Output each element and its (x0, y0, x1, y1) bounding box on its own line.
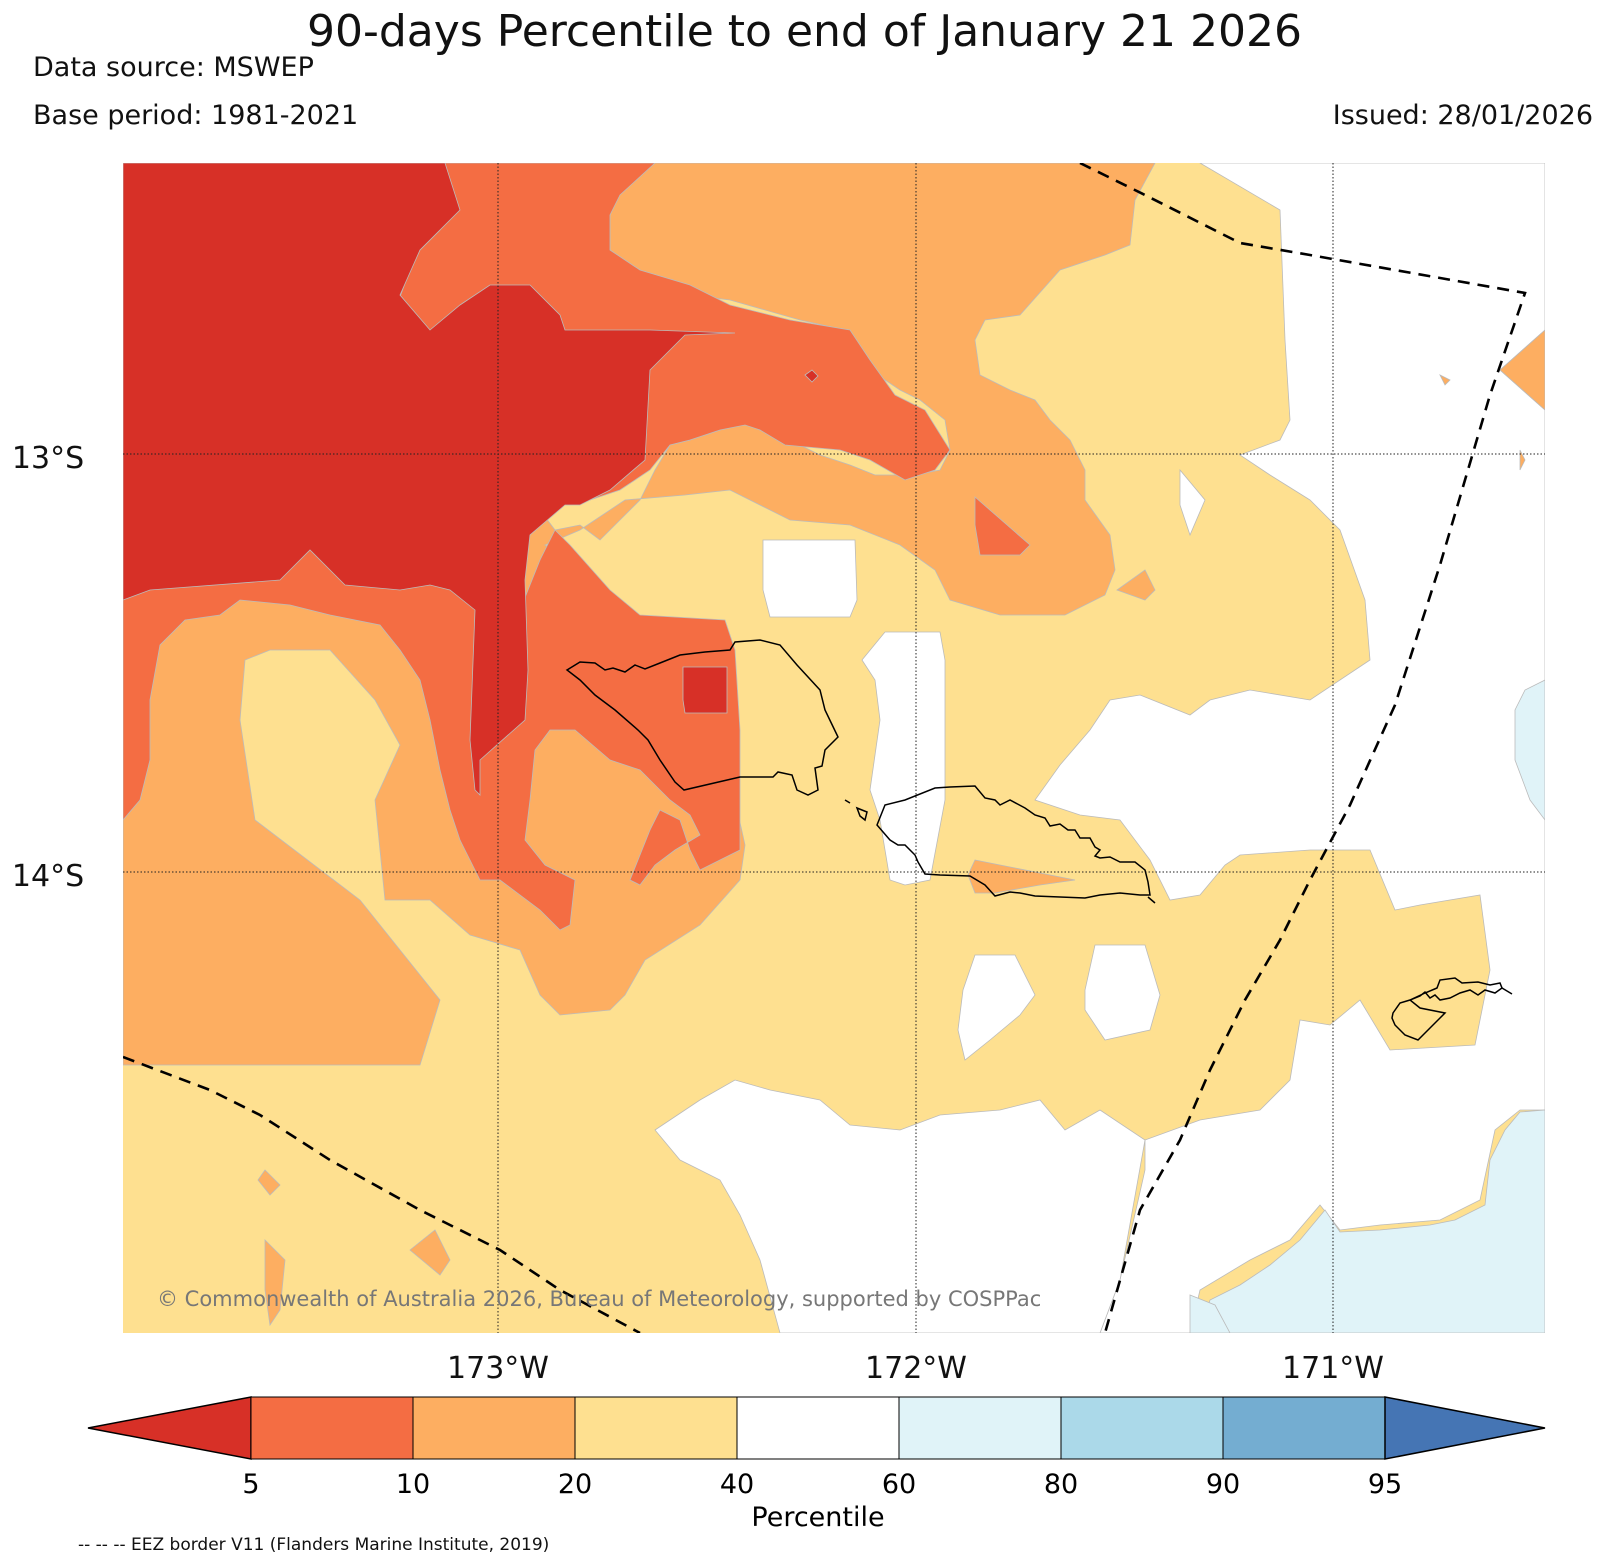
percentile-60-80-areas (1189, 679, 1545, 1333)
colorbar-tick-40: 40 (720, 1469, 754, 1500)
colorbar-swatch-10-20 (412, 1396, 576, 1460)
lon-label-172w: 172°W (865, 1351, 967, 1386)
lon-label-171w: 171°W (1282, 1351, 1384, 1386)
eez-border-footnote: -- -- -- EEZ border V11 (Flanders Marine… (78, 1535, 550, 1555)
lat-label-14s: 14°S (12, 859, 84, 894)
apolima-island (855, 806, 868, 822)
colorbar-label: Percentile (751, 1502, 884, 1533)
colorbar-tick-20: 20 (558, 1469, 592, 1500)
issued-date-label: Issued: 28/01/2026 (1332, 100, 1593, 131)
colorbar-swatch-above-95 (1384, 1396, 1546, 1460)
manono-island (844, 799, 851, 804)
graticule (123, 163, 1545, 1333)
tutuila-coast (1147, 896, 1156, 904)
percentile-below-5-areas (123, 163, 819, 796)
base-period-label: Base period: 1981-2021 (33, 100, 359, 131)
colorbar-swatch-60-80 (898, 1396, 1062, 1460)
percentile-40-60-areas (654, 163, 1545, 1333)
savaii-island (565, 639, 839, 796)
colorbar-tick-90: 90 (1206, 1469, 1240, 1500)
colorbar-swatch-5-10 (250, 1396, 414, 1460)
colorbar-swatch-40-60 (736, 1396, 900, 1460)
tutuila-island (1391, 977, 1503, 1041)
lat-label-13s: 13°S (12, 441, 84, 476)
colorbar: 5 10 20 40 60 80 90 95 Percentile (87, 1396, 1546, 1533)
colorbar-swatch-below-5 (87, 1396, 252, 1460)
colorbar-tick-60: 60 (882, 1469, 916, 1500)
colorbar-tick-5: 5 (242, 1469, 259, 1500)
map-title: 90-days Percentile to end of January 21 … (307, 6, 1302, 57)
coastlines (565, 639, 1513, 1041)
colorbar-tick-80: 80 (1044, 1469, 1078, 1500)
eez-border (123, 163, 1527, 1333)
copyright-notice: © Commonwealth of Australia 2026, Bureau… (157, 1287, 1041, 1311)
aunuu-coast (1501, 987, 1513, 995)
map-area (123, 163, 1545, 1333)
colorbar-swatch-80-90 (1060, 1396, 1224, 1460)
percentile-10-20-areas (123, 163, 1545, 1327)
upolu-island (876, 785, 1151, 899)
colorbar-tick-95: 95 (1368, 1469, 1402, 1500)
lon-label-173w: 173°W (447, 1351, 549, 1386)
colorbar-swatch-20-40 (574, 1396, 738, 1460)
data-source-label: Data source: MSWEP (33, 52, 314, 83)
colorbar-swatch-90-95 (1222, 1396, 1386, 1460)
colorbar-tick-10: 10 (396, 1469, 430, 1500)
